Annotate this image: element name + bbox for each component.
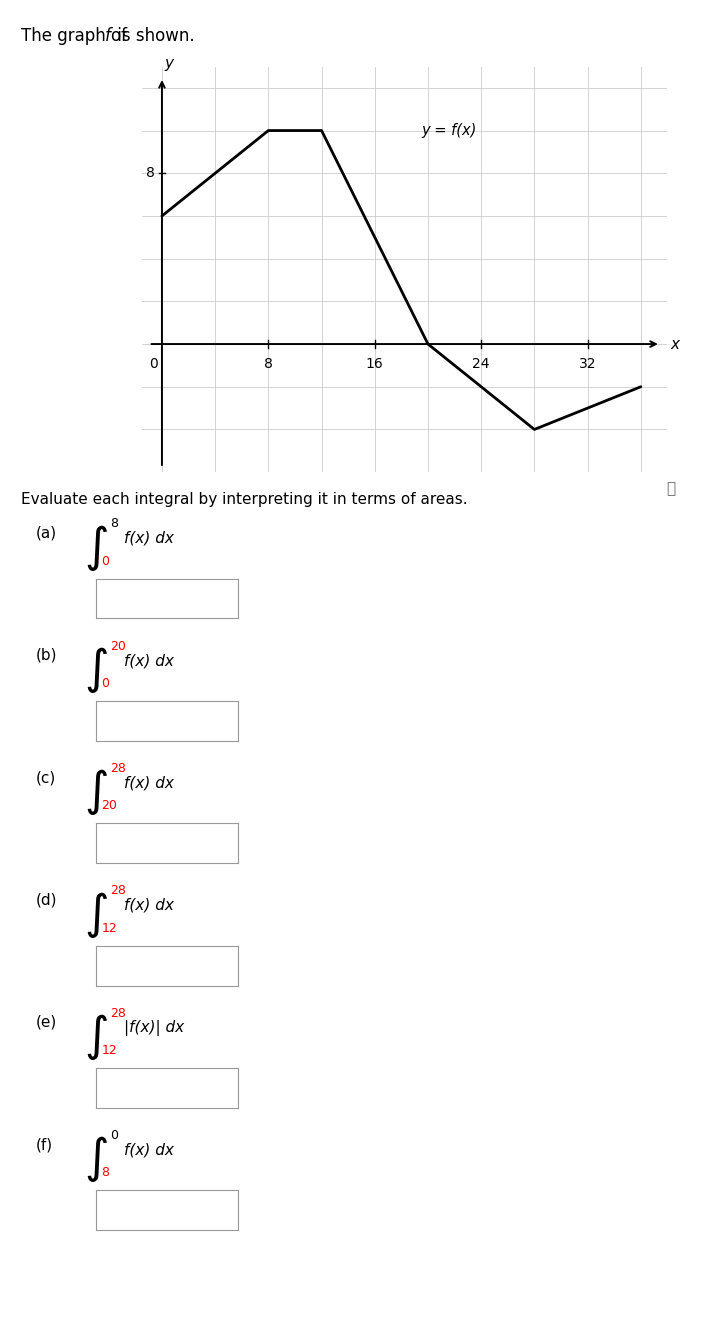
Text: 16: 16 [366, 356, 383, 371]
Text: (a): (a) [36, 525, 57, 540]
Text: 24: 24 [472, 356, 490, 371]
Text: f(x) dx: f(x) dx [124, 775, 174, 790]
Text: y = f(x): y = f(x) [421, 122, 476, 138]
Text: $\int$: $\int$ [84, 767, 108, 818]
Text: 8: 8 [264, 356, 273, 371]
Text: (e): (e) [36, 1015, 57, 1029]
Text: $\int$: $\int$ [84, 1012, 108, 1063]
Text: 8: 8 [146, 166, 155, 181]
Text: (b): (b) [36, 648, 57, 662]
Text: f: f [105, 27, 111, 45]
Text: $\int$: $\int$ [84, 645, 108, 696]
Text: 32: 32 [579, 356, 596, 371]
Text: |f(x)| dx: |f(x)| dx [124, 1020, 185, 1036]
Text: $\int$: $\int$ [84, 523, 108, 573]
Text: f(x) dx: f(x) dx [124, 653, 174, 668]
Text: f(x) dx: f(x) dx [124, 531, 174, 545]
Text: 12: 12 [102, 1044, 117, 1057]
Text: f(x) dx: f(x) dx [124, 1142, 174, 1157]
Text: 28: 28 [110, 1007, 126, 1020]
Text: (f): (f) [36, 1137, 53, 1152]
Text: $\int$: $\int$ [84, 890, 108, 940]
Text: $\int$: $\int$ [84, 1134, 108, 1185]
Text: (d): (d) [36, 892, 57, 907]
Text: 20: 20 [110, 640, 126, 653]
Text: 8: 8 [110, 517, 118, 531]
Text: 8: 8 [102, 1166, 109, 1180]
Text: y: y [164, 56, 173, 70]
Text: 0: 0 [102, 555, 109, 568]
Text: f(x) dx: f(x) dx [124, 898, 174, 912]
Text: 0: 0 [149, 356, 158, 371]
Text: 20: 20 [102, 799, 117, 813]
Text: 28: 28 [110, 884, 126, 898]
Text: The graph of: The graph of [21, 27, 133, 45]
Text: ⓘ: ⓘ [667, 481, 675, 496]
Text: (c): (c) [36, 770, 56, 785]
Text: 12: 12 [102, 922, 117, 935]
Text: is shown.: is shown. [112, 27, 195, 45]
Text: 28: 28 [110, 762, 126, 775]
Text: 0: 0 [102, 677, 109, 690]
Text: Evaluate each integral by interpreting it in terms of areas.: Evaluate each integral by interpreting i… [21, 492, 468, 507]
Text: x: x [670, 336, 679, 351]
Text: 0: 0 [110, 1129, 118, 1142]
